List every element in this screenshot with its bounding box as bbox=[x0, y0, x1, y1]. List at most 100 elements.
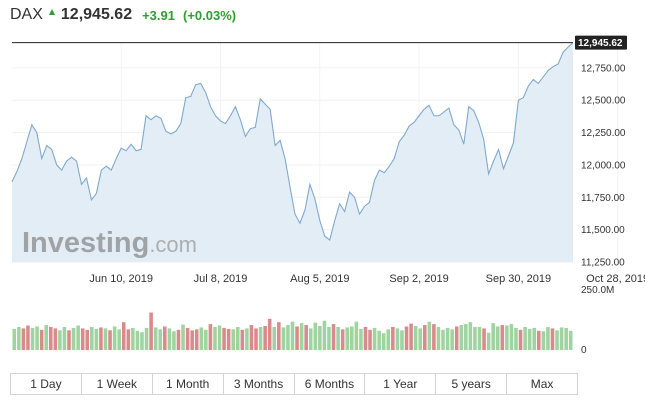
volume-bar bbox=[190, 330, 194, 350]
x-tick-label: Jul 8, 2019 bbox=[194, 273, 248, 285]
y-tick-label: 12,250.00 bbox=[581, 128, 626, 139]
volume-bar bbox=[48, 326, 53, 350]
y-tick-label: 11,500.00 bbox=[581, 225, 625, 236]
volume-bar bbox=[17, 326, 21, 350]
volume-bar bbox=[368, 329, 372, 350]
x-tick-label: Oct 28, 2019 bbox=[586, 273, 645, 285]
volume-bar bbox=[135, 330, 140, 350]
volume-bar bbox=[121, 322, 126, 350]
volume-bar bbox=[76, 325, 80, 350]
volume-bar bbox=[313, 322, 318, 350]
volume-bar bbox=[486, 332, 491, 350]
volume-bar bbox=[140, 332, 144, 350]
volume-bar bbox=[436, 326, 441, 350]
volume-bar bbox=[454, 326, 459, 350]
range-button-max[interactable]: Max bbox=[507, 374, 577, 394]
volume-bar bbox=[176, 329, 181, 350]
volume-bar bbox=[222, 327, 226, 350]
volume-bar bbox=[400, 330, 404, 350]
volume-bar bbox=[90, 326, 94, 350]
volume-bar bbox=[304, 325, 308, 350]
price-chart: 12,945.62 Investing.com 11,250.00 11,500.… bbox=[11, 35, 645, 356]
volume-bar bbox=[277, 322, 281, 350]
volume-bar bbox=[21, 328, 26, 350]
volume-bar bbox=[103, 328, 108, 350]
range-button-6-months[interactable]: 6 Months bbox=[294, 374, 366, 394]
volume-bar bbox=[26, 325, 30, 350]
volume-bar bbox=[477, 326, 482, 350]
volume-bar bbox=[290, 321, 295, 350]
volume-y-axis: 250.0M 0 bbox=[581, 285, 614, 356]
price-line bbox=[11, 42, 574, 241]
volume-bar bbox=[117, 329, 121, 350]
price-change: +3.91 bbox=[142, 7, 175, 23]
volume-bar bbox=[404, 326, 409, 350]
volume-bar bbox=[213, 326, 217, 350]
volume-bar bbox=[158, 329, 163, 350]
volume-bar bbox=[144, 327, 149, 350]
volume-bar bbox=[240, 329, 245, 350]
volume-bar bbox=[194, 329, 199, 350]
volume-bar bbox=[432, 324, 436, 350]
volume-bar bbox=[550, 328, 555, 350]
volume-bar bbox=[441, 329, 445, 350]
volume-bar bbox=[350, 326, 354, 350]
volume-bar bbox=[391, 326, 395, 350]
volume-bar bbox=[163, 326, 167, 350]
y-tick-label: 11,250.00 bbox=[581, 258, 625, 269]
volume-bar bbox=[468, 322, 473, 350]
volume-bar bbox=[445, 327, 450, 350]
volume-bar bbox=[363, 326, 368, 350]
volume-bar bbox=[527, 328, 532, 350]
volume-bar bbox=[108, 330, 112, 350]
volume-bar bbox=[381, 333, 386, 350]
x-tick-label: Jun 10, 2019 bbox=[89, 273, 153, 285]
volume-bar bbox=[295, 326, 299, 350]
price-change-percent: (+0.03%) bbox=[183, 7, 237, 23]
range-button-5-years[interactable]: 5 years bbox=[436, 374, 508, 394]
volume-bar bbox=[514, 327, 518, 350]
range-button-1-day[interactable]: 1 Day bbox=[11, 374, 82, 394]
volume-bar bbox=[30, 327, 35, 350]
volume-bar bbox=[413, 326, 418, 350]
volume-bar bbox=[559, 327, 564, 350]
volume-bar bbox=[149, 312, 153, 350]
range-button-1-year[interactable]: 1 Year bbox=[365, 374, 437, 394]
volume-bar bbox=[372, 327, 377, 350]
range-button-1-week[interactable]: 1 Week bbox=[81, 374, 153, 394]
volume-bar bbox=[331, 324, 336, 350]
volume-bar bbox=[235, 326, 240, 350]
y-tick-label: 12,000.00 bbox=[581, 160, 626, 171]
volume-bar bbox=[518, 329, 523, 350]
volume-bar bbox=[35, 326, 39, 350]
volume-bar bbox=[258, 326, 263, 350]
volume-tick-label: 250.0M bbox=[581, 285, 614, 296]
volume-bar bbox=[459, 325, 464, 350]
volume-bar bbox=[340, 329, 345, 350]
volume-bar bbox=[509, 324, 514, 350]
volume-bar bbox=[286, 325, 290, 350]
volume-bar bbox=[272, 326, 277, 350]
volume-bar bbox=[422, 325, 427, 350]
volume-bar bbox=[12, 328, 17, 350]
range-button-3-months[interactable]: 3 Months bbox=[223, 374, 295, 394]
volume-bar bbox=[126, 329, 131, 350]
range-button-1-month[interactable]: 1 Month bbox=[152, 374, 224, 394]
volume-bar bbox=[495, 326, 500, 350]
volume-bar bbox=[345, 327, 350, 350]
date-x-axis: Jun 10, 2019 Jul 8, 2019 Aug 5, 2019 Sep 2,… bbox=[89, 273, 645, 285]
x-tick-label: Sep 2, 2019 bbox=[389, 273, 448, 285]
volume-bar bbox=[131, 327, 135, 350]
volume-bar bbox=[204, 329, 208, 350]
volume-bar bbox=[199, 327, 204, 350]
ticker-symbol: DAX bbox=[10, 6, 43, 23]
volume-bar bbox=[491, 323, 495, 350]
watermark-brand: Investing bbox=[22, 227, 149, 259]
y-tick-label: 12,750.00 bbox=[581, 63, 626, 74]
volume-bar bbox=[153, 327, 158, 350]
volume-tick-label: 0 bbox=[581, 345, 587, 356]
volume-bar bbox=[537, 330, 541, 350]
volume-bar bbox=[359, 328, 363, 350]
volume-bar bbox=[167, 328, 172, 350]
volume-bar bbox=[254, 328, 258, 350]
